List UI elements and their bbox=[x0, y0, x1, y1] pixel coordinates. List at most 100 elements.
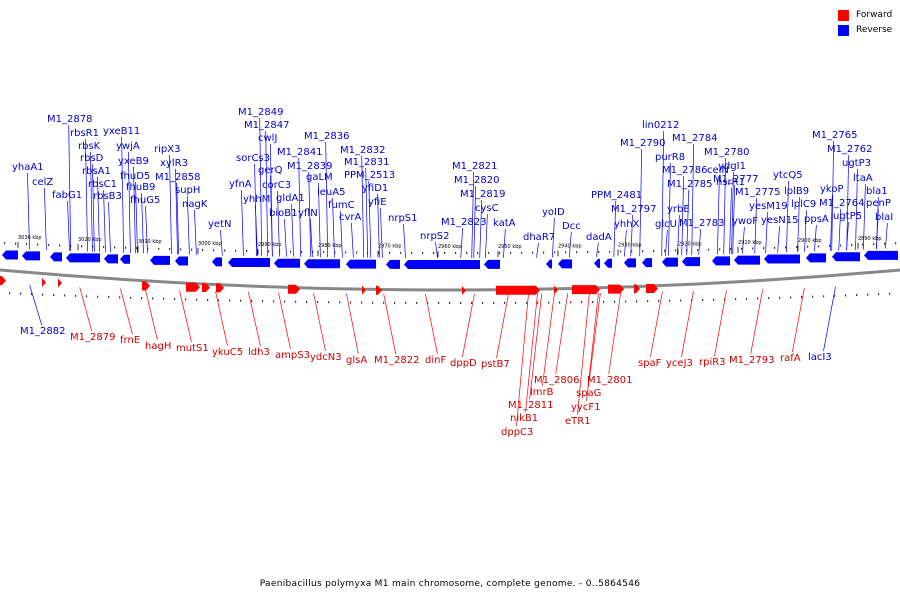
gene-label[interactable]: M1_2819 bbox=[460, 189, 505, 200]
forward-feature[interactable] bbox=[288, 284, 300, 294]
gene-label[interactable]: yesN15 bbox=[761, 215, 799, 226]
gene-label[interactable]: ydgI1 bbox=[718, 161, 746, 172]
gene-label[interactable]: yfiE bbox=[368, 197, 387, 208]
gene-label[interactable]: nrpS2 bbox=[420, 231, 450, 242]
forward-feature[interactable] bbox=[554, 285, 558, 295]
reverse-feature[interactable] bbox=[832, 252, 860, 262]
gene-label[interactable]: lplC9 bbox=[791, 199, 816, 210]
gene-label[interactable]: yesM19 bbox=[749, 201, 788, 212]
reverse-feature[interactable] bbox=[806, 253, 826, 263]
gene-label[interactable]: M1_2820 bbox=[454, 175, 499, 186]
gene-label[interactable]: pstB7 bbox=[481, 359, 510, 370]
gene-label[interactable]: M1_2793 bbox=[729, 355, 774, 366]
reverse-feature[interactable] bbox=[386, 259, 400, 269]
gene-label[interactable]: fhuD5 bbox=[120, 171, 150, 182]
gene-label[interactable]: lmrB bbox=[530, 387, 554, 398]
gene-label[interactable]: M1_2878 bbox=[47, 114, 92, 125]
gene-label[interactable]: PPM_2513 bbox=[344, 170, 395, 181]
gene-label[interactable]: yhhX bbox=[614, 219, 640, 230]
reverse-feature[interactable] bbox=[120, 254, 130, 264]
gene-label[interactable]: dppC3 bbox=[501, 427, 533, 438]
gene-label[interactable]: M1_2858 bbox=[155, 172, 200, 183]
gene-label[interactable]: yfiD1 bbox=[362, 183, 388, 194]
gene-label[interactable]: blaI bbox=[875, 212, 893, 223]
forward-feature[interactable] bbox=[496, 285, 540, 295]
gene-label[interactable]: yxeB9 bbox=[118, 156, 149, 167]
gene-label[interactable]: penP bbox=[866, 198, 891, 209]
forward-feature[interactable] bbox=[58, 278, 62, 288]
gene-label[interactable]: ugtP5 bbox=[833, 211, 862, 222]
reverse-feature[interactable] bbox=[682, 257, 700, 267]
gene-label[interactable]: yetN bbox=[208, 219, 231, 230]
gene-label[interactable]: nikB1 bbox=[510, 413, 538, 424]
gene-label[interactable]: nrpS1 bbox=[388, 213, 418, 224]
forward-feature[interactable] bbox=[462, 285, 466, 295]
gene-label[interactable]: M1_2849 bbox=[238, 107, 283, 118]
forward-feature[interactable] bbox=[202, 283, 210, 293]
gene-label[interactable]: ugtP3 bbox=[842, 158, 871, 169]
gene-label[interactable]: spaG bbox=[576, 388, 601, 399]
gene-label[interactable]: eTR1 bbox=[565, 416, 591, 427]
gene-label[interactable]: ydcN3 bbox=[310, 352, 342, 363]
forward-feature[interactable] bbox=[362, 285, 366, 295]
gene-label[interactable]: ppsA bbox=[804, 214, 829, 225]
gene-label[interactable]: hagH bbox=[145, 341, 171, 352]
gene-label[interactable]: cvrA bbox=[339, 212, 362, 223]
reverse-feature[interactable] bbox=[346, 259, 376, 269]
reverse-feature[interactable] bbox=[546, 259, 552, 269]
gene-label[interactable]: M1_2831 bbox=[344, 157, 389, 168]
gene-label[interactable]: M1_2777 bbox=[713, 174, 758, 185]
reverse-feature[interactable] bbox=[624, 258, 636, 268]
gene-label[interactable]: rbsD bbox=[80, 153, 104, 164]
forward-feature[interactable] bbox=[634, 284, 640, 294]
gene-label[interactable]: yoID bbox=[542, 207, 565, 218]
gene-label[interactable]: rbsR1 bbox=[70, 128, 99, 139]
reverse-feature[interactable] bbox=[662, 257, 678, 267]
gene-label[interactable]: frnE bbox=[120, 335, 140, 346]
gene-label[interactable]: lplB9 bbox=[784, 186, 809, 197]
gene-label[interactable]: glsA bbox=[346, 355, 367, 366]
gene-label[interactable]: PPM_2481 bbox=[591, 190, 642, 201]
gene-label[interactable]: M1_2879 bbox=[70, 332, 115, 343]
gene-label[interactable]: fabG1 bbox=[52, 190, 82, 201]
reverse-feature[interactable] bbox=[228, 258, 270, 268]
gene-label[interactable]: rbsB3 bbox=[93, 191, 122, 202]
gene-label[interactable]: ytcQ5 bbox=[773, 170, 803, 181]
gene-label[interactable]: rafA bbox=[780, 353, 801, 364]
forward-feature[interactable] bbox=[572, 285, 600, 295]
gene-label[interactable]: yflN bbox=[298, 208, 318, 219]
reverse-feature[interactable] bbox=[104, 254, 118, 264]
reverse-feature[interactable] bbox=[22, 251, 40, 261]
reverse-feature[interactable] bbox=[404, 259, 480, 269]
gene-label[interactable]: nsrR1 bbox=[716, 177, 745, 188]
gene-label[interactable]: mutS1 bbox=[176, 343, 209, 354]
gene-label[interactable]: fhuG5 bbox=[130, 195, 160, 206]
forward-feature[interactable] bbox=[42, 277, 46, 287]
gene-label[interactable]: dadA bbox=[586, 232, 612, 243]
forward-feature[interactable] bbox=[646, 283, 658, 293]
gene-label[interactable]: yceJ3 bbox=[666, 358, 693, 369]
gene-label[interactable]: yfnA bbox=[229, 179, 252, 190]
gene-label[interactable]: lin0212 bbox=[642, 120, 679, 131]
gene-label[interactable]: ripX3 bbox=[154, 144, 180, 155]
gene-label[interactable]: corC3 bbox=[262, 180, 291, 191]
gene-label[interactable]: glcU bbox=[655, 219, 677, 230]
gene-label[interactable]: bla1 bbox=[866, 186, 888, 197]
reverse-feature[interactable] bbox=[864, 250, 898, 260]
forward-feature[interactable] bbox=[186, 282, 200, 292]
gene-label[interactable]: M1_2832 bbox=[340, 145, 385, 156]
gene-label[interactable]: sorCs3 bbox=[236, 153, 270, 164]
gene-label[interactable]: leuA5 bbox=[317, 187, 345, 198]
gene-label[interactable]: M1_2801 bbox=[587, 375, 632, 386]
gene-label[interactable]: M1_2784 bbox=[672, 133, 717, 144]
gene-label[interactable]: dhaR7 bbox=[523, 232, 555, 243]
reverse-feature[interactable] bbox=[50, 252, 62, 262]
gene-label[interactable]: ywjA bbox=[116, 141, 140, 152]
forward-feature[interactable] bbox=[376, 285, 382, 295]
gene-label[interactable]: M1_2836 bbox=[304, 131, 349, 142]
reverse-feature[interactable] bbox=[558, 259, 572, 269]
gene-label[interactable]: celN bbox=[707, 165, 729, 176]
gene-label[interactable]: cysC bbox=[475, 203, 499, 214]
gene-label[interactable]: M1_2806 bbox=[534, 375, 579, 386]
gene-label[interactable]: rpiR3 bbox=[699, 357, 726, 368]
